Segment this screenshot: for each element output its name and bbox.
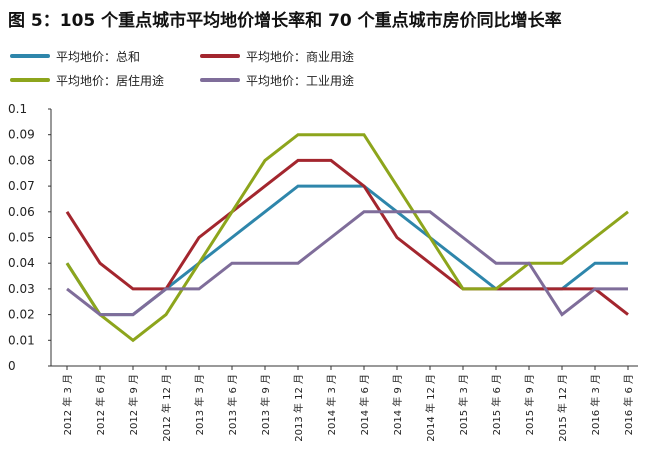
legend-swatch <box>10 78 50 82</box>
y-tick-label: 0.08 <box>8 153 35 167</box>
series-line <box>65 133 629 343</box>
x-tick-label: 2014 年 6 月 <box>358 374 371 435</box>
x-tick-label: 2013 年 6 月 <box>226 374 239 435</box>
legend-label: 平均地价：商业用途 <box>246 49 355 64</box>
chart-title: 图 5：105 个重点城市平均地价增长率和 70 个重点城市房价同比增长率 <box>8 11 562 31</box>
chart-legend: 平均地价：总和 平均地价：商业用途平均地价：居住用途 平均地价：工业用途 <box>10 47 649 91</box>
legend-item: 平均地价：总和 <box>10 47 140 65</box>
x-tick-label: 2015 年 6 月 <box>490 374 503 435</box>
x-tick-label: 2012 年 9 月 <box>127 374 140 435</box>
x-tick-label: 2012 年 3 月 <box>61 374 74 435</box>
legend-label: 平均地价：工业用途 <box>246 73 355 88</box>
y-tick-label: 0.09 <box>8 128 35 142</box>
series-line <box>66 210 628 317</box>
x-tick-label: 2012 年 6 月 <box>94 374 107 435</box>
y-tick-label: 0.01 <box>8 333 35 347</box>
x-tick-label: 2014 年 12 月 <box>424 374 437 442</box>
y-tick-label: 0 <box>8 359 16 373</box>
y-tick-label: 0.04 <box>8 256 35 270</box>
series-line <box>65 184 628 317</box>
y-tick-label: 0.03 <box>8 282 35 296</box>
x-tick-label: 2014 年 9 月 <box>391 374 404 435</box>
y-tick-label: 0.1 <box>8 102 27 116</box>
x-tick-label: 2013 年 9 月 <box>259 374 272 435</box>
legend-label: 平均地价：居住用途 <box>56 73 165 88</box>
legend-item: 平均地价：居住用途 <box>10 71 164 89</box>
legend-swatch <box>10 54 50 58</box>
x-tick-label: 2013 年 3 月 <box>193 374 206 435</box>
x-tick-label: 2013 年 12 月 <box>292 374 305 442</box>
y-tick-label: 0.05 <box>8 231 35 245</box>
legend-item: 平均地价：工业用途 <box>200 71 354 89</box>
y-tick-label: 0.06 <box>8 205 35 219</box>
x-tick-label: 2015 年 12 月 <box>556 374 569 442</box>
x-tick-label: 2015 年 9 月 <box>523 374 536 435</box>
x-tick-label: 2016 年 6 月 <box>622 374 635 435</box>
x-tick-label: 2012 年 12 月 <box>160 374 173 442</box>
x-tick-label: 2015 年 3 月 <box>457 374 470 435</box>
legend-swatch <box>200 78 240 82</box>
series-line <box>65 158 629 316</box>
y-tick-label: 0.07 <box>8 179 35 193</box>
x-tick-label: 2016 年 3 月 <box>589 374 602 435</box>
y-tick-label: 0.02 <box>8 308 35 322</box>
legend-item: 平均地价：商业用途 <box>200 47 354 65</box>
legend-swatch <box>200 54 240 58</box>
legend-label: 平均地价：总和 <box>56 49 141 64</box>
x-tick-label: 2014 年 3 月 <box>325 374 338 435</box>
